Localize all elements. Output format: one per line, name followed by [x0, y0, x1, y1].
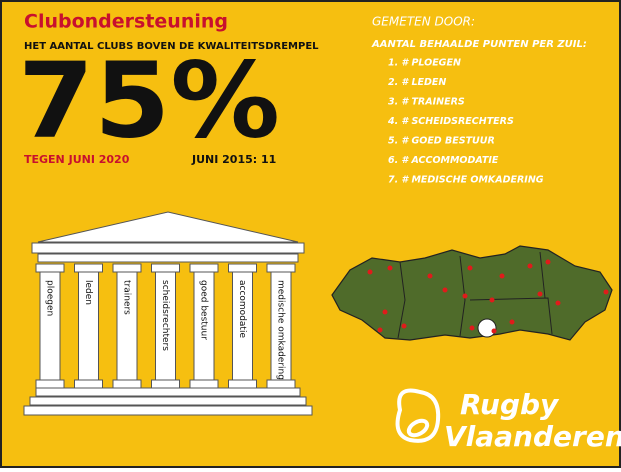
pillar-capital: [74, 263, 103, 273]
measured-item: 5. # GOED BESTUUR: [388, 136, 495, 147]
brussels: [477, 318, 497, 338]
pillar-label: goed bestuur: [199, 280, 209, 340]
pillar: trainers: [112, 263, 142, 389]
pillar-base: [74, 379, 103, 389]
pillar: goed bestuur: [189, 263, 219, 389]
logo-mark: [395, 388, 441, 443]
pillar-base: [189, 379, 219, 389]
pillar-base: [228, 379, 257, 389]
entablature: [31, 242, 305, 254]
map: [331, 245, 613, 341]
pillar: scheidsrechters: [151, 263, 180, 389]
measured-subtitle: AANTAL BEHAALDE PUNTEN PER ZUIL:: [371, 39, 587, 50]
measured-item: 6. # ACCOMMODATIE: [388, 155, 499, 166]
pillar-capital: [228, 263, 257, 273]
measured-item: 4. # SCHEIDSRECHTERS: [387, 116, 514, 127]
title: Clubondersteuning: [24, 11, 228, 33]
pillar: medische omkadering: [266, 263, 296, 389]
measured-item: 7. # MEDISCHE OMKADERING: [388, 175, 544, 186]
pillar: ploegen: [35, 263, 65, 389]
step: [35, 387, 301, 397]
pillar-capital: [35, 263, 65, 273]
pillar: leden: [74, 263, 103, 389]
baseline: JUNI 2015: 11: [191, 153, 276, 166]
province-borders: [397, 251, 553, 339]
logo-line1: Rugby: [460, 388, 560, 421]
pillar-label: trainers: [122, 280, 132, 315]
architrave: [37, 253, 299, 263]
pillar-base: [151, 379, 180, 389]
pillar-label: scheidsrechters: [160, 280, 170, 351]
pillar-label: ploegen: [45, 280, 55, 316]
pediment: [37, 211, 299, 243]
pillar-base: [266, 379, 296, 389]
pillar-capital: [266, 263, 296, 273]
clubs: [367, 259, 609, 334]
measured-item: 2. # LEDEN: [388, 77, 446, 88]
pillar-base: [35, 379, 65, 389]
measured-item: 3. # TRAINERS: [388, 97, 465, 108]
pillar-label: leden: [83, 280, 93, 305]
pillar: accomodatie: [228, 263, 257, 389]
big-number: 75%: [18, 39, 280, 161]
pillar-capital: [112, 263, 142, 273]
step: [23, 405, 313, 416]
pillar-label: medische omkadering: [276, 280, 286, 380]
measured-item: 1. # PLOEGEN: [388, 58, 461, 69]
pillar-label: accomodatie: [237, 280, 247, 338]
step: [29, 396, 307, 406]
measured-title: GEMETEN DOOR:: [372, 15, 475, 29]
target: TEGEN JUNI 2020: [24, 153, 130, 166]
logo-line2: Vlaanderen: [444, 420, 621, 453]
pillar-base: [112, 379, 142, 389]
subtitle: HET AANTAL CLUBS BOVEN DE KWALITEITSDREM…: [24, 41, 319, 52]
pillar-capital: [151, 263, 180, 273]
pillar-capital: [189, 263, 219, 273]
